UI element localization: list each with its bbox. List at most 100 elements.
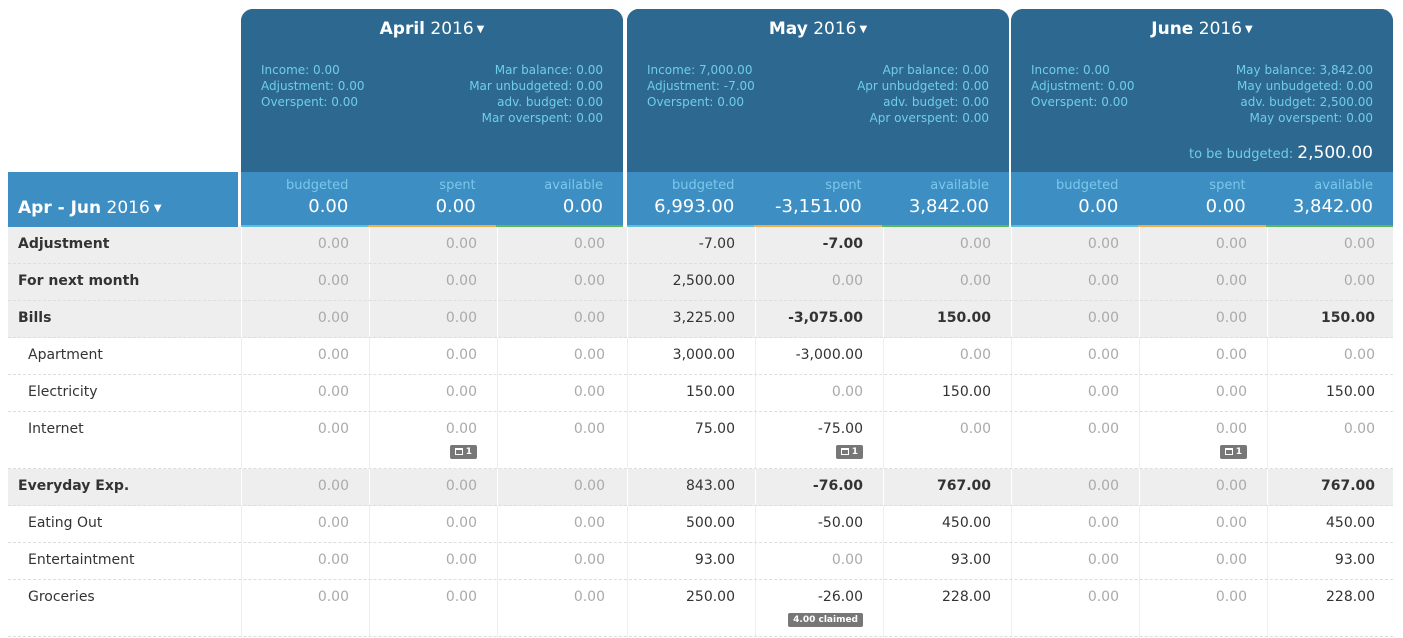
cell-available: 228.00 <box>1267 580 1395 637</box>
cell-value: 0.00 <box>1087 273 1119 289</box>
cell-available: 767.00 <box>883 469 1011 506</box>
cell-budgeted[interactable]: 0.00 <box>241 506 369 543</box>
column-divider <box>369 580 370 637</box>
column-divider <box>1267 264 1268 301</box>
column-divider <box>497 543 498 580</box>
cell-budgeted[interactable]: 75.00 <box>627 412 755 469</box>
cell-budgeted[interactable]: 0.00 <box>1011 543 1139 580</box>
month-stats-right: Mar balance: 0.00 Mar unbudgeted: 0.00 adv… <box>469 62 603 126</box>
stat-line: Apr balance: 0.00 <box>882 63 989 77</box>
cell-budgeted[interactable]: 0.00 <box>1011 338 1139 375</box>
cell-value: 0.00 <box>1215 236 1247 252</box>
cell-budgeted[interactable]: 0.00 <box>241 375 369 412</box>
scheduled-count-badge[interactable]: 1 <box>835 445 863 459</box>
cell-value: 228.00 <box>942 589 991 605</box>
month-divider <box>627 338 628 375</box>
cell-spent: -7.00 <box>755 227 883 264</box>
stat-line: Income: 0.00 <box>1031 63 1110 77</box>
cell-value: 0.00 <box>959 273 991 289</box>
cell-available: 0.00 <box>1267 264 1395 301</box>
cell-budgeted[interactable]: 0.00 <box>1011 580 1139 637</box>
row-separator <box>8 468 1393 469</box>
column-divider <box>1139 543 1140 580</box>
cell-value: 0.00 <box>445 347 477 363</box>
category-row[interactable]: Apartment 0.00 0.00 0.00 3,000.00 -3,000.00 0.… <box>8 338 1393 375</box>
column-divider <box>1139 375 1140 412</box>
cell-budgeted[interactable]: 500.00 <box>627 506 755 543</box>
cell-value: -26.00 <box>817 589 863 605</box>
cell-value: -50.00 <box>817 515 863 531</box>
cell-budgeted[interactable]: 150.00 <box>627 375 755 412</box>
cell-budgeted[interactable]: 0.00 <box>241 543 369 580</box>
cell-budgeted[interactable]: 250.00 <box>627 580 755 637</box>
category-group-row[interactable]: Bills 0.00 0.00 0.00 3,225.00 -3,075.00 150.00… <box>8 301 1393 338</box>
cell-value: 0.00 <box>1087 347 1119 363</box>
cell-budgeted[interactable]: 0.00 <box>1011 412 1139 469</box>
cell-budgeted[interactable]: 0.00 <box>1011 301 1139 338</box>
cell-budgeted[interactable]: 0.00 <box>241 264 369 301</box>
category-group-row[interactable]: Everyday Exp. 0.00 0.00 0.00 843.00 -76.00 767… <box>8 469 1393 506</box>
cell-budgeted[interactable]: 3,225.00 <box>627 301 755 338</box>
to-be-budgeted: to be budgeted: 2,500.00 <box>1189 143 1373 163</box>
cell-value: 3,000.00 <box>672 347 735 363</box>
column-divider <box>755 506 756 543</box>
cell-spent: -76.00 <box>755 469 883 506</box>
category-row[interactable]: Electricity 0.00 0.00 0.00 150.00 0.00 150.00 0… <box>8 375 1393 412</box>
cell-budgeted[interactable]: 0.00 <box>1011 264 1139 301</box>
cell-value: -7.00 <box>822 236 863 252</box>
month-divider <box>627 412 628 469</box>
scheduled-count-badge[interactable]: 1 <box>1219 445 1247 459</box>
category-group-row[interactable]: For next month 0.00 0.00 0.00 2,500.00 0.00 0.… <box>8 264 1393 301</box>
range-label: Apr - Jun 2016 ▼ <box>18 198 162 218</box>
month-selector[interactable]: June 2016 ▼ <box>1011 19 1393 39</box>
category-row[interactable]: Groceries 0.00 0.00 0.00 250.00 -26.00 4.00 cl… <box>8 580 1393 637</box>
month-selector[interactable]: May 2016 ▼ <box>627 19 1009 39</box>
total-label: spent <box>439 178 476 193</box>
month-panel-may: May 2016 ▼ Income: 7,000.00 Adjustment: -7.… <box>627 9 1009 227</box>
cell-budgeted[interactable]: 0.00 <box>1011 469 1139 506</box>
column-divider <box>369 412 370 469</box>
scheduled-count-badge[interactable]: 1 <box>449 445 477 459</box>
cell-available: 0.00 <box>497 264 625 301</box>
cell-budgeted[interactable]: 0.00 <box>241 580 369 637</box>
cell-available: 0.00 <box>1267 338 1395 375</box>
cell-value: 0.00 <box>959 347 991 363</box>
cell-budgeted[interactable]: 93.00 <box>627 543 755 580</box>
stat-line: Adjustment: 0.00 <box>261 79 365 93</box>
claimed-badge[interactable]: 4.00 claimed <box>788 613 863 627</box>
stat-line: Overspent: 0.00 <box>1031 95 1129 109</box>
cell-budgeted[interactable]: 0.00 <box>241 412 369 469</box>
cell-budgeted[interactable]: 0.00 <box>1011 506 1139 543</box>
cell-value: 0.00 <box>1215 273 1247 289</box>
cell-budgeted[interactable]: -7.00 <box>627 227 755 264</box>
column-divider <box>1267 227 1268 264</box>
category-group-row[interactable]: Adjustment 0.00 0.00 0.00 -7.00 -7.00 0.00 0.00… <box>8 227 1393 264</box>
category-row[interactable]: Eating Out 0.00 0.00 0.00 500.00 -50.00 450.00… <box>8 506 1393 543</box>
cell-value: 0.00 <box>317 515 349 531</box>
cell-value: 228.00 <box>1326 589 1375 605</box>
cell-budgeted[interactable]: 843.00 <box>627 469 755 506</box>
cell-budgeted[interactable]: 0.00 <box>241 227 369 264</box>
stat-line: Mar overspent: 0.00 <box>481 111 603 125</box>
cell-budgeted[interactable]: 2,500.00 <box>627 264 755 301</box>
cell-available: 0.00 <box>497 506 625 543</box>
cell-available: 0.00 <box>883 227 1011 264</box>
cell-budgeted[interactable]: 0.00 <box>1011 227 1139 264</box>
column-divider <box>883 264 884 301</box>
caret-down-icon: ▼ <box>153 203 162 214</box>
cell-budgeted[interactable]: 0.00 <box>1011 375 1139 412</box>
cell-budgeted[interactable]: 0.00 <box>241 469 369 506</box>
cell-budgeted[interactable]: 3,000.00 <box>627 338 755 375</box>
range-selector[interactable]: Apr - Jun 2016 ▼ <box>8 172 238 227</box>
cell-budgeted[interactable]: 0.00 <box>241 301 369 338</box>
cell-value: 0.00 <box>1215 347 1247 363</box>
column-accent-line <box>627 225 755 227</box>
cell-value: 0.00 <box>445 478 477 494</box>
month-selector[interactable]: April 2016 ▼ <box>241 19 623 39</box>
category-row[interactable]: Internet 0.00 0.00 1 0.00 75.00 -75.00 1 0.00 0.0… <box>8 412 1393 469</box>
category-row[interactable]: Entertaintment 0.00 0.00 0.00 93.00 0.00 93.00… <box>8 543 1393 580</box>
cell-spent: 0.00 <box>369 506 497 543</box>
total-label: spent <box>1209 178 1246 193</box>
cell-budgeted[interactable]: 0.00 <box>241 338 369 375</box>
cell-value: 0.00 <box>317 236 349 252</box>
